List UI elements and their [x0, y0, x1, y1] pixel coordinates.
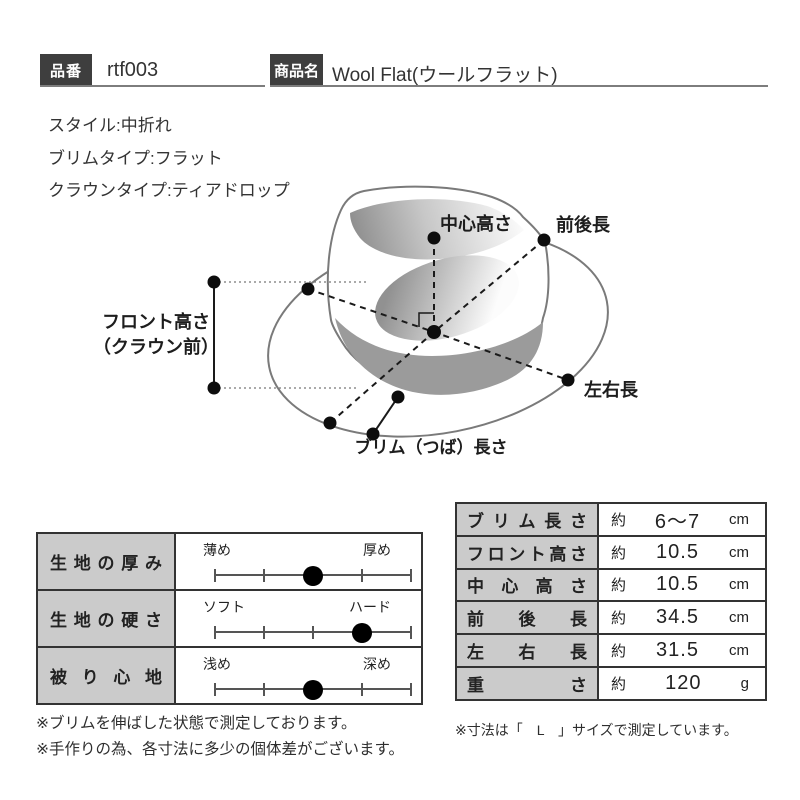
meas-name-center-height: 中心高さ	[455, 567, 599, 603]
thickness-slider: 薄め 厚め	[176, 534, 421, 589]
fabric-attribute-table: 生地の厚み 薄め 厚め 生地の硬さ ソフト ハード 被り心地 浅め 深め	[36, 532, 423, 705]
table-row: 生地の厚み 薄め 厚め	[36, 532, 423, 591]
meas-unit: cm	[729, 576, 749, 594]
spec-crown-type: クラウンタイプ:ティアドロップ	[48, 181, 290, 200]
brim-length-line	[372, 396, 399, 435]
hat-brim	[267, 230, 609, 438]
dot-front-height-bottom	[207, 381, 221, 395]
meas-unit: cm	[729, 642, 749, 660]
approx-label: 約	[611, 610, 627, 628]
slider-value-dot	[303, 680, 323, 700]
approx-label: 約	[611, 643, 627, 661]
dot-crown-base	[391, 390, 405, 404]
meas-value: 34.5	[656, 606, 699, 629]
part-number-underline	[40, 85, 265, 87]
part-number-value: rtf003	[107, 59, 159, 81]
slider-right-label: 深め	[363, 656, 391, 672]
slider-left-label: 薄め	[203, 542, 231, 558]
dot-brim-back	[537, 233, 551, 247]
approx-label: 約	[611, 544, 627, 562]
meas-value: 31.5	[656, 639, 699, 662]
meas-unit: cm	[729, 609, 749, 627]
meas-name-front-back: 前後長	[455, 600, 599, 636]
part-number-tag: 品番	[40, 54, 92, 87]
notes-left: ※ブリムを伸ばした状態で測定しております。 ※手作りの為、各寸法に多少の個体差が…	[36, 711, 404, 763]
slider-value-dot	[303, 566, 323, 586]
attr-name-fit: 被り心地	[36, 646, 176, 705]
approx-label: 約	[611, 577, 627, 595]
label-front-back-length: 前後長	[556, 214, 611, 235]
meas-name-left-right: 左右長	[455, 633, 599, 668]
meas-unit: g	[740, 674, 749, 692]
note-size-basis: ※寸法は「 L 」サイズで測定しています。	[455, 722, 738, 738]
hat-crown-top-shading	[350, 199, 524, 260]
slider-left-label: 浅め	[203, 656, 231, 672]
note-brim-measurement: ※ブリムを伸ばした状態で測定しております。	[36, 715, 357, 732]
label-front-height-1: フロント高さ	[102, 311, 210, 332]
spec-style: スタイル:中折れ	[48, 116, 172, 135]
dot-center-height-top	[427, 231, 441, 245]
meas-value: 10.5	[656, 540, 699, 563]
approx-label: 約	[611, 511, 627, 529]
slider-right-label: 厚め	[363, 542, 391, 558]
left-right-length-line	[307, 288, 569, 381]
label-front-height-2: （クラウン前）	[93, 336, 219, 357]
hat-band	[335, 318, 543, 395]
dot-crown-center	[427, 325, 441, 339]
meas-unit: cm	[729, 543, 749, 561]
table-row: 重さ 約 120 g	[455, 665, 767, 701]
meas-value: 6〜7	[654, 510, 701, 533]
hardness-slider: ソフト ハード	[176, 591, 421, 646]
meas-name-front-height: フロント高さ	[455, 534, 599, 570]
meas-value: 10.5	[656, 573, 699, 596]
label-brim-length: ブリム（つば）長さ	[355, 437, 508, 457]
front-back-length-line	[329, 239, 545, 424]
table-row: フロント高さ 約 10.5 cm	[455, 534, 767, 570]
slider-track	[214, 566, 412, 586]
table-row: ブリム長さ 約 6〜7 cm	[455, 502, 767, 537]
hat-crown-dent	[375, 255, 519, 341]
dot-brim-right	[561, 373, 575, 387]
meas-unit: cm	[729, 510, 749, 528]
slider-left-label: ソフト	[203, 599, 245, 615]
fit-slider: 浅め 深め	[176, 648, 421, 703]
hat-crown	[326, 185, 550, 392]
approx-label: 約	[611, 675, 627, 693]
meas-value: 120	[665, 671, 702, 694]
label-left-right-length: 左右長	[584, 379, 639, 400]
label-center-height: 中心高さ	[440, 213, 512, 234]
product-name-tag: 商品名	[270, 54, 323, 87]
slider-track	[214, 623, 412, 643]
table-row: 左右長 約 31.5 cm	[455, 633, 767, 668]
note-handmade: ※手作りの為、各寸法に多少の個体差がございます。	[36, 741, 404, 758]
table-row: 前後長 約 34.5 cm	[455, 600, 767, 636]
product-name-underline	[270, 85, 768, 87]
meas-name-brim-length: ブリム長さ	[455, 502, 599, 537]
measurement-table: ブリム長さ 約 6〜7 cm フロント高さ 約 10.5 cm 中心高さ 約 1…	[455, 502, 767, 701]
slider-track	[214, 680, 412, 700]
dot-front-height-top	[207, 275, 221, 289]
dot-brim-left	[301, 282, 315, 296]
slider-value-dot	[352, 623, 372, 643]
table-row: 中心高さ 約 10.5 cm	[455, 567, 767, 603]
spec-brim-type: ブリムタイプ:フラット	[48, 149, 223, 168]
right-angle-mark	[418, 312, 434, 327]
product-name-value: Wool Flat(ウールフラット)	[332, 65, 558, 86]
meas-name-weight: 重さ	[455, 665, 599, 701]
dot-brim-edge	[366, 427, 380, 441]
attr-name-thickness: 生地の厚み	[36, 532, 176, 591]
table-row: 生地の硬さ ソフト ハード	[36, 589, 423, 648]
slider-right-label: ハード	[349, 599, 391, 615]
table-row: 被り心地 浅め 深め	[36, 646, 423, 705]
attr-name-hardness: 生地の硬さ	[36, 589, 176, 648]
dot-brim-front	[323, 416, 337, 430]
